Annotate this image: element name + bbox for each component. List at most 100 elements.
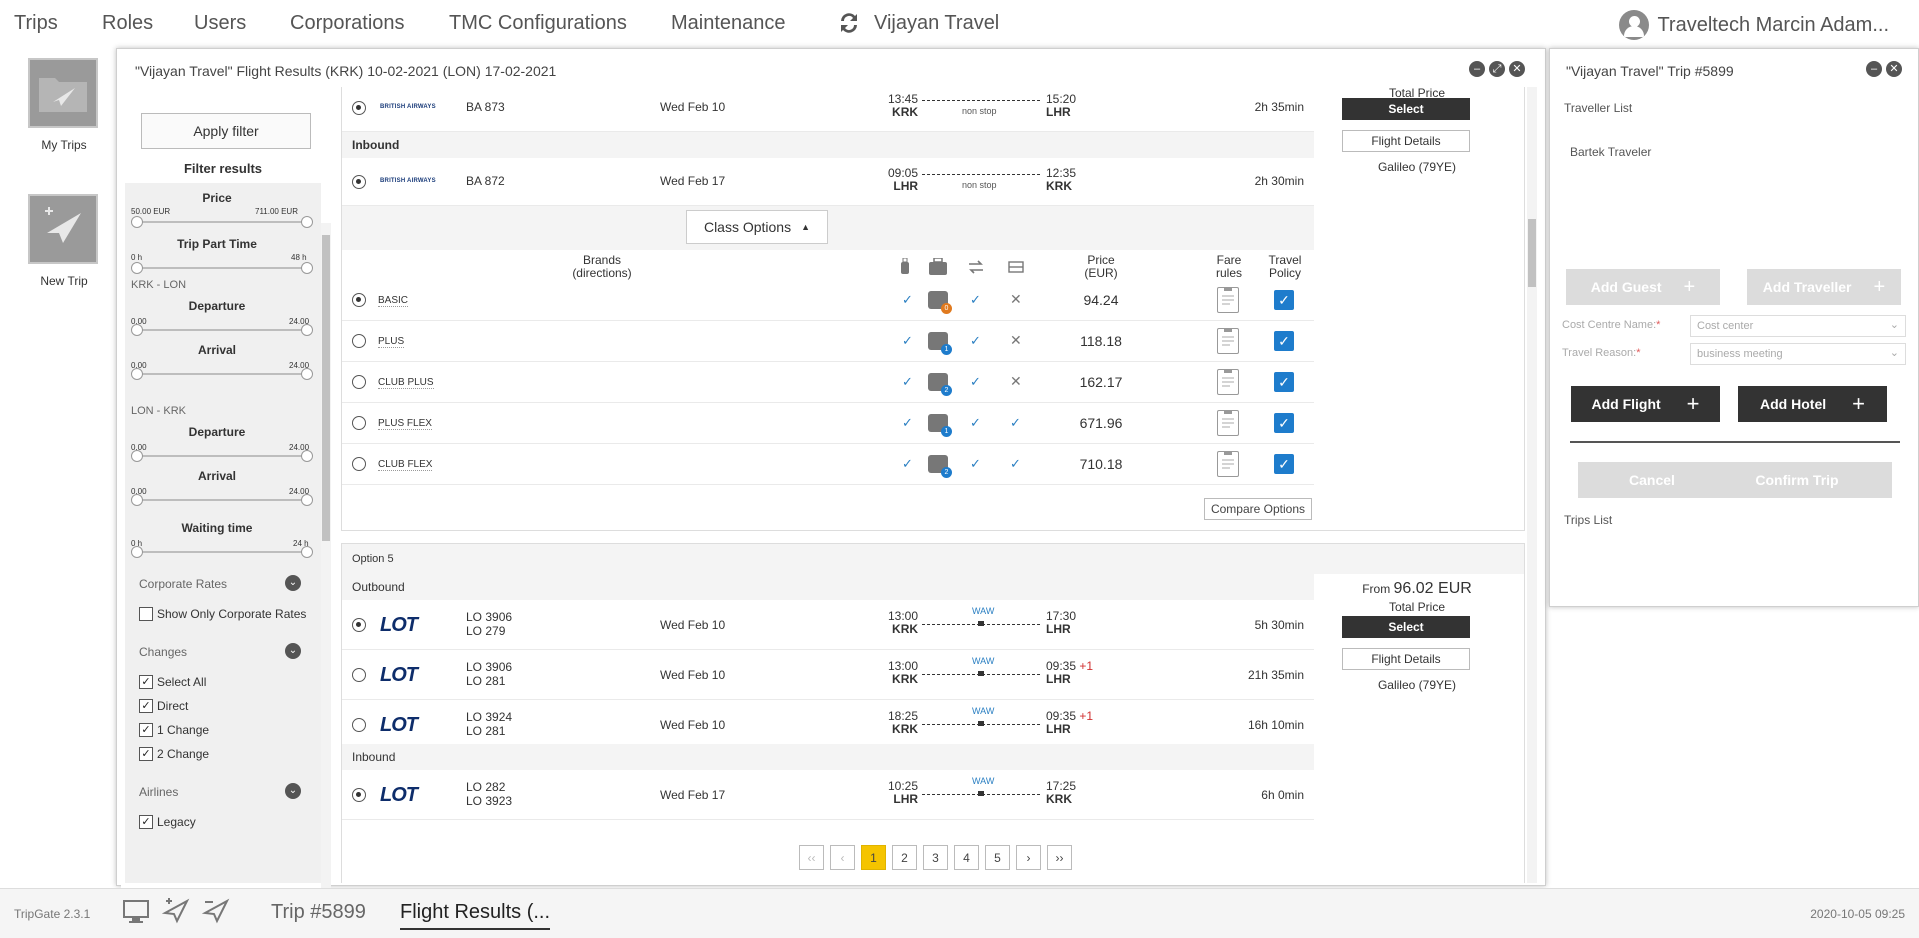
slider-handle[interactable] (301, 450, 313, 462)
apply-filter-button[interactable]: Apply filter (141, 113, 311, 149)
agency-switcher[interactable]: Vijayan Travel (836, 10, 999, 36)
flight-row[interactable]: LOT LO 3906 LO 279 Wed Feb 10 13:00 KRK WA… (342, 600, 1314, 650)
new-trip-app[interactable]: New Trip (28, 194, 100, 288)
slider-handle[interactable] (301, 494, 313, 506)
slider-handle[interactable] (301, 216, 313, 228)
tab-flight-results[interactable]: Flight Results (... (400, 901, 551, 930)
slider-handle[interactable] (301, 368, 313, 380)
checkbox[interactable] (139, 607, 153, 621)
slider-handle[interactable] (131, 368, 143, 380)
page-4[interactable]: 4 (954, 845, 979, 870)
flight-row[interactable]: LOT LO 3924 LO 281 Wed Feb 10 18:25 KRK WA… (342, 700, 1314, 750)
price-slider[interactable] (131, 216, 313, 228)
slider-handle[interactable] (301, 546, 313, 558)
restore-icon[interactable]: ⤢ (1489, 61, 1505, 77)
select-button[interactable]: Select (1342, 616, 1470, 638)
checkbox[interactable]: ✓ (139, 699, 153, 713)
flight-details-button[interactable]: Flight Details (1342, 130, 1470, 152)
flight-radio[interactable] (352, 618, 366, 632)
checkbox[interactable]: ✓ (139, 723, 153, 737)
add-flight-button[interactable]: Add Flight + (1571, 386, 1720, 422)
confirm-trip-button[interactable]: Confirm Trip (1702, 462, 1892, 498)
flight-row[interactable]: LOT LO 282 LO 3923 Wed Feb 17 10:25 LHR WA… (342, 770, 1314, 820)
brand-radio[interactable] (352, 457, 366, 471)
brand-row[interactable]: CLUB FLEX ✓ 2 ✓ ✓ 710.18 ✓ (342, 444, 1314, 485)
checkbox[interactable]: ✓ (139, 815, 153, 829)
changes-option[interactable]: ✓ 1 Change (139, 723, 209, 737)
brand-row[interactable]: PLUS FLEX ✓ 1 ✓ ✓ 671.96 ✓ (342, 403, 1314, 444)
minimize-icon[interactable]: – (1469, 61, 1485, 77)
nav-tmc-configurations[interactable]: TMC Configurations (449, 12, 627, 34)
desktop-icon[interactable] (122, 899, 150, 930)
slider-handle[interactable] (131, 262, 143, 274)
compare-options-button[interactable]: Compare Options (1204, 498, 1312, 520)
slider-handle[interactable] (301, 324, 313, 336)
close-icon[interactable]: ✕ (1886, 61, 1902, 77)
waiting-time-slider[interactable] (131, 546, 313, 558)
chevron-down-icon[interactable]: ⌄ (285, 575, 301, 591)
fare-rules-icon[interactable] (1217, 328, 1239, 354)
nav-roles[interactable]: Roles (102, 12, 154, 34)
brand-row[interactable]: BASIC ✓ 0 ✓ ✕ 94.24 ✓ (342, 280, 1314, 321)
add-traveller-button[interactable]: Add Traveller + (1747, 269, 1901, 305)
brand-name[interactable]: CLUB FLEX (378, 459, 433, 471)
checkbox[interactable]: ✓ (139, 675, 153, 689)
slider-handle[interactable] (131, 450, 143, 462)
airlines-header[interactable]: Airlines (139, 785, 179, 799)
cost-centre-select[interactable]: Cost center ⌄ (1690, 315, 1906, 337)
cancel-button[interactable]: Cancel (1578, 462, 1726, 498)
fare-rules-icon[interactable] (1217, 369, 1239, 395)
changes-option[interactable]: ✓ 2 Change (139, 747, 209, 761)
trip-time-slider[interactable] (131, 262, 313, 274)
flight-radio[interactable] (352, 718, 366, 732)
prev-page-button[interactable]: ‹ (830, 845, 855, 870)
slider-handle[interactable] (131, 546, 143, 558)
arrival-slider-2[interactable] (131, 494, 313, 506)
minimize-icon[interactable]: – (1866, 61, 1882, 77)
flight-row[interactable]: LOT LO 3906 LO 281 Wed Feb 10 13:00 KRK WA… (342, 650, 1314, 700)
changes-option[interactable]: ✓ Select All (139, 675, 206, 689)
my-trips-app[interactable]: My Trips (28, 58, 100, 152)
filter-scrollbar[interactable] (321, 223, 331, 923)
slider-handle[interactable] (131, 494, 143, 506)
nav-trips[interactable]: Trips (14, 12, 58, 34)
first-page-button[interactable]: ‹‹ (799, 845, 824, 870)
page-1[interactable]: 1 (861, 845, 886, 870)
tab-trip[interactable]: Trip #5899 (271, 901, 366, 923)
scrollbar-thumb[interactable] (1528, 219, 1536, 287)
slider-handle[interactable] (301, 262, 313, 274)
flight-radio[interactable] (352, 175, 366, 189)
page-5[interactable]: 5 (985, 845, 1010, 870)
corporate-rates-header[interactable]: Corporate Rates (139, 577, 228, 591)
add-guest-button[interactable]: Add Guest + (1566, 269, 1720, 305)
page-2[interactable]: 2 (892, 845, 917, 870)
show-corporate-rates-checkbox[interactable]: Show Only Corporate Rates (139, 607, 306, 621)
scrollbar-thumb[interactable] (322, 235, 330, 541)
flight-radio[interactable] (352, 668, 366, 682)
travel-reason-select[interactable]: business meeting ⌄ (1690, 343, 1906, 365)
flight-radio[interactable] (352, 101, 366, 115)
flight-radio[interactable] (352, 788, 366, 802)
flight-row[interactable]: BRITISH AIRWAYS BA 872 Wed Feb 17 09:05 L… (342, 158, 1314, 206)
fare-rules-icon[interactable] (1217, 287, 1239, 313)
slider-handle[interactable] (131, 324, 143, 336)
departure-slider[interactable] (131, 324, 313, 336)
new-trip-taskbar-icon[interactable] (201, 897, 230, 930)
nav-corporations[interactable]: Corporations (290, 12, 405, 34)
flight-details-button[interactable]: Flight Details (1342, 648, 1470, 670)
add-hotel-button[interactable]: Add Hotel + (1738, 386, 1887, 422)
nav-users[interactable]: Users (194, 12, 247, 34)
page-3[interactable]: 3 (923, 845, 948, 870)
fare-rules-icon[interactable] (1217, 410, 1239, 436)
nav-maintenance[interactable]: Maintenance (671, 12, 786, 34)
brand-row[interactable]: CLUB PLUS ✓ 2 ✓ ✕ 162.17 ✓ (342, 362, 1314, 403)
chevron-down-icon[interactable]: ⌄ (285, 643, 301, 659)
fare-rules-icon[interactable] (1217, 451, 1239, 477)
last-page-button[interactable]: ›› (1047, 845, 1072, 870)
chevron-down-icon[interactable]: ⌄ (285, 783, 301, 799)
slider-handle[interactable] (131, 216, 143, 228)
class-options-button[interactable]: Class Options ▲ (686, 210, 828, 244)
brand-radio[interactable] (352, 375, 366, 389)
checkbox[interactable]: ✓ (139, 747, 153, 761)
next-page-button[interactable]: › (1016, 845, 1041, 870)
